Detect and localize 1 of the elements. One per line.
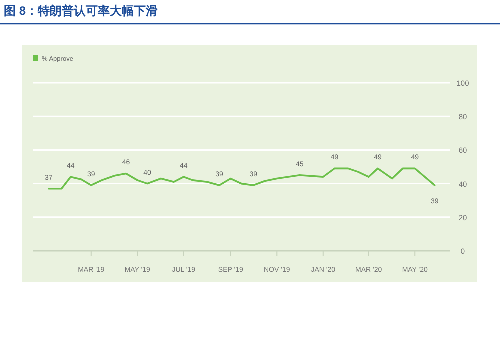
chart-title: 图 8：特朗普认可率大幅下滑 bbox=[4, 4, 158, 18]
